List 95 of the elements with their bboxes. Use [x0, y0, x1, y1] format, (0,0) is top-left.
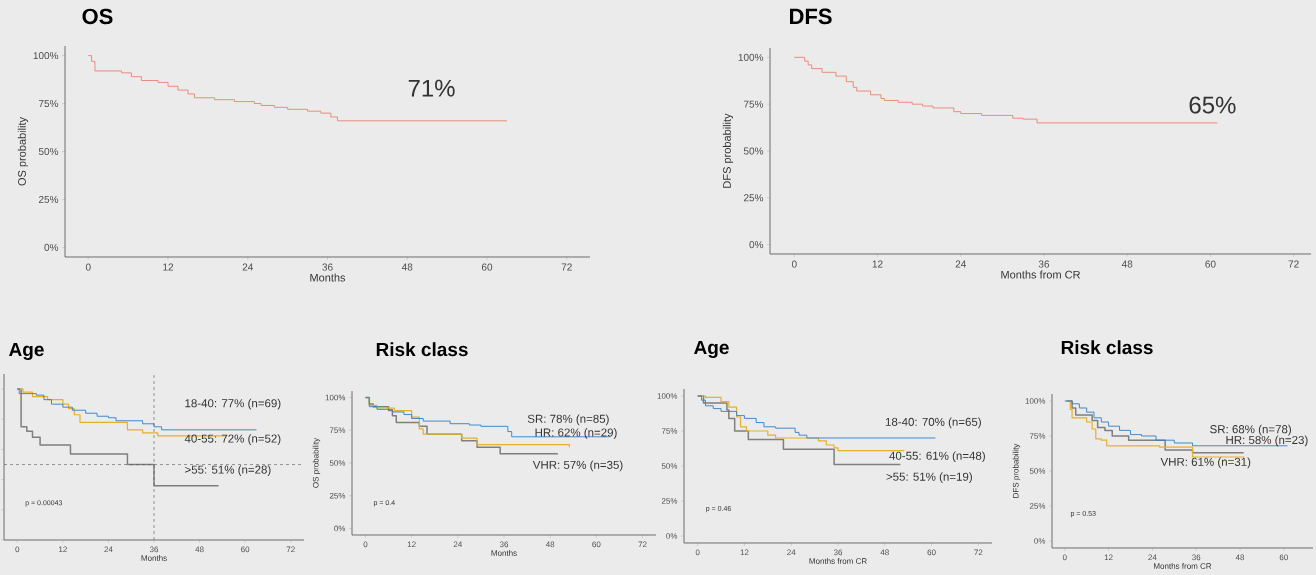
- x-axis-title: Months from CR: [1001, 270, 1081, 279]
- annotation: 65%: [1189, 96, 1236, 114]
- y-tick-label: 25%: [1029, 503, 1046, 509]
- y-tick-label: 50%: [329, 460, 346, 466]
- x-tick-label: 48: [401, 263, 413, 271]
- chart-title: OS: [82, 8, 113, 25]
- x-tick-label: 24: [955, 260, 967, 268]
- x-tick-label: 12: [740, 549, 749, 556]
- x-tick-label: 24: [787, 549, 796, 556]
- x-tick-label: 48: [1235, 554, 1245, 561]
- x-tick-label: 0: [791, 260, 797, 268]
- x-tick-label: 60: [1205, 260, 1216, 268]
- annotation: 40-55: 72% (n=52): [184, 434, 281, 445]
- chart-title: Risk class: [1061, 340, 1153, 355]
- x-tick-label: 60: [927, 549, 936, 556]
- y-tick-label: 75%: [743, 100, 764, 108]
- x-axis-title: Months: [310, 273, 346, 282]
- x-tick-label: 0: [1062, 554, 1067, 561]
- annotation: 18-40: 77% (n=69): [185, 398, 281, 410]
- x-tick-label: 72: [1288, 260, 1299, 268]
- x-tick-label: 72: [638, 541, 647, 548]
- y-tick-label: 50%: [661, 463, 678, 469]
- x-tick-label: 24: [453, 541, 463, 548]
- annotation: SR: 68% (n=78): [1210, 424, 1291, 436]
- y-tick-label: 0%: [1034, 538, 1046, 544]
- y-tick-label: 0%: [749, 241, 764, 249]
- x-tick-label: 12: [59, 546, 67, 553]
- chart-title: Age: [9, 342, 44, 361]
- y-tick-label: 50%: [743, 147, 764, 155]
- y-tick-label: 75%: [329, 427, 346, 434]
- y-tick-label: 100%: [1025, 398, 1046, 404]
- x-tick-label: 24: [1148, 554, 1157, 561]
- annotation: 71%: [408, 79, 455, 97]
- x-tick-label: 36: [322, 263, 333, 271]
- x-tick-label: 0: [695, 549, 700, 556]
- annotation: VHR: 57% (n=35): [532, 460, 623, 472]
- annotation: 18-40: 70% (n=65): [885, 417, 981, 429]
- x-tick-label: 0: [363, 541, 368, 548]
- x-tick-label: 36: [499, 541, 509, 548]
- y-tick-label: 0%: [334, 525, 346, 532]
- y-tick-label: 25%: [661, 498, 678, 504]
- x-tick-label: 60: [1279, 554, 1288, 561]
- x-tick-label: 24: [242, 263, 254, 271]
- x-axis-title: Months: [491, 550, 517, 556]
- x-tick-label: 36: [833, 549, 843, 556]
- x-axis-title: Months from CR: [809, 558, 867, 564]
- annotation: >55: 51% (n=28): [185, 465, 271, 476]
- y-tick-label: 25%: [743, 194, 764, 202]
- x-tick-label: 0: [15, 546, 20, 553]
- y-tick-label: 50%: [38, 147, 59, 156]
- x-tick-label: 72: [974, 549, 983, 556]
- y-tick-label: 0%: [44, 243, 59, 251]
- x-tick-label: 48: [195, 546, 204, 553]
- y-tick-label: 100%: [738, 53, 764, 61]
- x-tick-label: 60: [481, 263, 493, 271]
- chart-title: Age: [694, 340, 729, 359]
- x-tick-label: 12: [872, 260, 883, 268]
- x-tick-label: 0: [85, 263, 91, 271]
- y-axis-title: DFS probability: [722, 113, 734, 188]
- y-tick-label: 75%: [661, 428, 678, 434]
- x-tick-label: 48: [545, 541, 555, 548]
- x-tick-label: 48: [1121, 260, 1133, 268]
- x-tick-label: 12: [1104, 554, 1113, 561]
- y-tick-label: 100%: [33, 52, 59, 60]
- chart-title: DFS: [790, 8, 832, 25]
- x-tick-label: 36: [1192, 554, 1201, 561]
- x-tick-label: 12: [163, 263, 174, 271]
- x-tick-label: 36: [1038, 260, 1050, 268]
- y-tick-label: 50%: [1029, 468, 1046, 474]
- chart-title: Risk class: [376, 342, 468, 357]
- y-axis-title: OS probability: [17, 116, 29, 186]
- y-tick-label: 75%: [38, 100, 59, 108]
- y-tick-label: 0%: [666, 533, 678, 539]
- x-tick-label: 48: [880, 549, 889, 556]
- y-axis-title: OS probability: [312, 437, 321, 488]
- x-axis-title: Months: [141, 555, 167, 561]
- x-tick-label: 60: [592, 541, 601, 548]
- y-tick-label: 100%: [657, 393, 678, 399]
- y-tick-label: 25%: [38, 195, 59, 203]
- x-tick-label: 72: [561, 263, 572, 271]
- y-tick-label: 25%: [329, 492, 346, 499]
- annotation: HR: 58% (n=23): [1226, 435, 1308, 447]
- annotation: VHR: 61% (n=31): [1160, 457, 1251, 469]
- x-axis-title: Months from CR: [1154, 563, 1212, 569]
- annotation: SR: 78% (n=85): [527, 414, 609, 426]
- annotation: >55: 51% (n=19): [886, 472, 972, 484]
- x-tick-label: 60: [241, 546, 250, 553]
- y-axis-title: DFS probability: [1012, 443, 1021, 498]
- x-tick-label: 36: [149, 546, 159, 553]
- x-tick-label: 12: [407, 541, 416, 548]
- x-tick-label: 24: [104, 546, 113, 553]
- x-tick-label: 72: [286, 546, 295, 553]
- y-tick-label: 100%: [325, 394, 346, 401]
- annotation: 40-55: 61% (n=48): [889, 451, 985, 463]
- y-tick-label: 75%: [1029, 433, 1046, 439]
